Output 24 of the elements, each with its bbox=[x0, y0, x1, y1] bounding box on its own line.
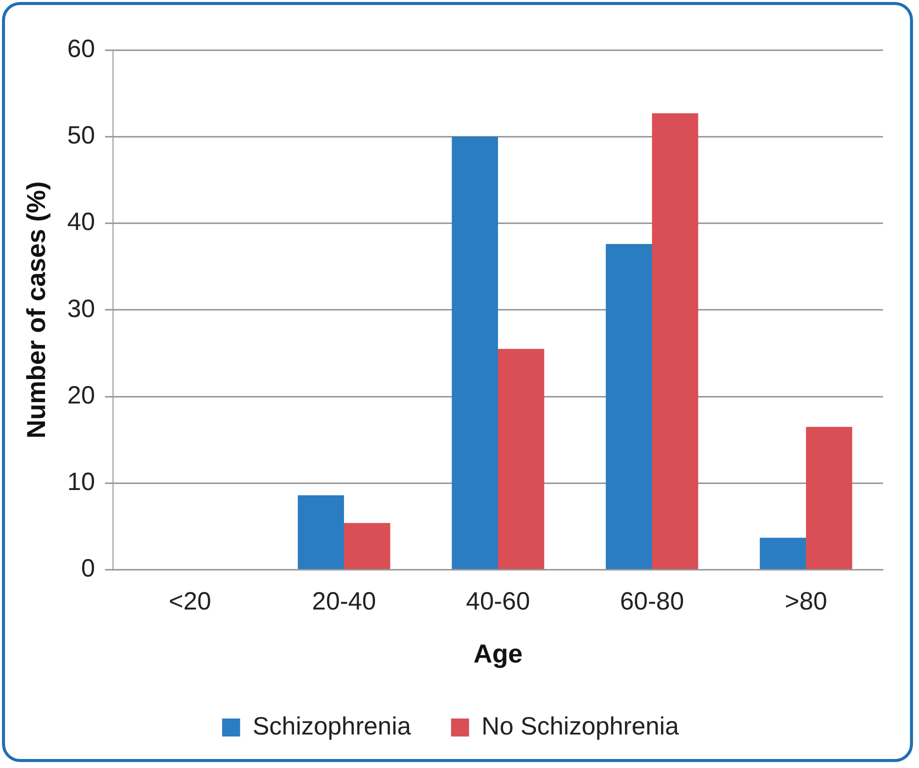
legend-label: Schizophrenia bbox=[252, 712, 412, 740]
x-tick-label: 20-40 bbox=[312, 588, 376, 616]
y-tick-label: 0 bbox=[81, 554, 96, 583]
x-tick-label: 40-60 bbox=[466, 588, 530, 616]
x-tick-label: >80 bbox=[784, 588, 828, 616]
bar bbox=[760, 538, 806, 570]
y-tick-label: 60 bbox=[67, 34, 96, 63]
y-axis-title: Number of cases (%) bbox=[20, 181, 51, 438]
bar bbox=[806, 426, 852, 570]
y-tick-label: 10 bbox=[67, 468, 96, 496]
y-tick-label: 50 bbox=[67, 122, 96, 150]
legend-label: No Schizophrenia bbox=[482, 712, 679, 740]
bar bbox=[452, 136, 498, 570]
y-tick-label: 30 bbox=[67, 294, 96, 323]
y-tick-label: 20 bbox=[67, 381, 96, 410]
y-tick-label: 40 bbox=[67, 208, 96, 236]
bar bbox=[344, 523, 390, 570]
bar bbox=[498, 348, 544, 570]
x-axis-title: Age bbox=[473, 638, 523, 669]
bar bbox=[652, 113, 698, 570]
bar bbox=[298, 495, 344, 570]
bar bbox=[606, 244, 652, 570]
x-tick-label: <20 bbox=[168, 588, 212, 616]
x-tick-label: 60-80 bbox=[620, 588, 684, 616]
